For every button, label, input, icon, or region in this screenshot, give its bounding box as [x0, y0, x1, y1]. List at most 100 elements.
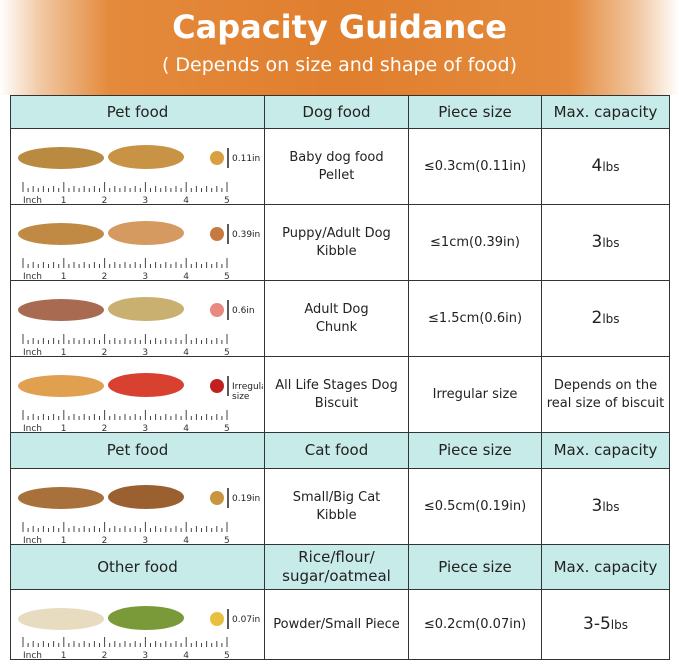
piece-size: Irregular size: [408, 356, 542, 433]
ruler-tick-label: 4: [183, 272, 189, 280]
food-piece: [210, 378, 224, 393]
ruler-tick-label: 5: [224, 348, 230, 356]
food-pile-1: [18, 607, 104, 630]
max-capacity: 2lbs: [541, 280, 670, 357]
header-c3: Piece size: [408, 432, 542, 469]
ruler-tick-label: 1: [61, 651, 67, 659]
capacity-value: 4: [591, 156, 603, 176]
title-banner: Capacity Guidance ( Depends on size and …: [0, 0, 679, 95]
capacity-value: 2: [591, 308, 603, 328]
header-c4: Max. capacity: [541, 544, 670, 590]
ruler-unit: Inch: [23, 272, 42, 280]
food-pile-1: [18, 298, 104, 321]
table-row: 0.11in Inch 1 2 3 4 5 Baby dog food Pellet ≤0.3cm…: [10, 128, 670, 205]
capacity-unit: lbs: [602, 312, 620, 326]
table-row: 0.39in Inch 1 2 3 4 5 Puppy/Adult Dog Kibble ≤1cm…: [10, 204, 670, 281]
capacity-unit: lbs: [602, 500, 620, 514]
max-capacity: 3-5lbs: [541, 589, 670, 660]
ruler-tick-label: 2: [102, 272, 108, 280]
capacity-value: 3-5: [583, 614, 611, 634]
section-header: Pet food Dog food Piece size Max. capacity: [10, 95, 670, 129]
food-pile-1: [18, 374, 104, 397]
ruler-unit: Inch: [23, 651, 42, 659]
food-image-cell: 0.6in Inch 1 2 3 4 5: [10, 280, 265, 357]
ruler-tick-label: 5: [224, 536, 230, 544]
max-capacity: Depends on the real size of biscuit: [541, 356, 670, 433]
ruler-tick-label: 2: [102, 536, 108, 544]
ruler-unit: Inch: [23, 424, 42, 432]
food-illustration: 0.6in Inch 1 2 3 4 5: [18, 296, 255, 356]
ruler-tick-label: 3: [142, 348, 148, 356]
food-pile-1: [18, 486, 104, 509]
food-piece: [210, 226, 224, 241]
food-pile-1: [18, 222, 104, 245]
ruler-tick-label: 3: [142, 536, 148, 544]
capacity-value: 3: [591, 496, 603, 516]
header-c1: Pet food: [10, 432, 265, 469]
header-c3: Piece size: [408, 544, 542, 590]
table-row: 0.6in Inch 1 2 3 4 5 Adult Dog Chunk ≤1.5cm(0.6in…: [10, 280, 670, 357]
food-pile-2: [108, 605, 184, 630]
food-image-cell: 0.11in Inch 1 2 3 4 5: [10, 128, 265, 205]
ruler-tick-label: 3: [142, 424, 148, 432]
ruler-tick-label: 1: [61, 196, 67, 204]
ruler-tick-label: 1: [61, 272, 67, 280]
header-c1: Pet food: [10, 95, 265, 129]
food-type: Puppy/Adult Dog Kibble: [264, 204, 409, 281]
capacity-table: Pet food Dog food Piece size Max. capacity 0…: [10, 95, 670, 660]
header-c1: Other food: [10, 544, 265, 590]
food-illustration: 0.11in Inch 1 2 3 4 5: [18, 144, 260, 204]
ruler-tick-label: 4: [183, 196, 189, 204]
food-type: Small/Big Cat Kibble: [264, 468, 409, 545]
piece-size: ≤0.5cm(0.19in): [408, 468, 542, 545]
ruler: Inch 1 2 3 4 5: [22, 257, 230, 280]
piece-size: ≤1cm(0.39in): [408, 204, 542, 281]
food-pile-2: [108, 296, 184, 321]
table-row: 0.07in Inch 1 2 3 4 5 Powder/Small Piece ≤0.2cm(…: [10, 589, 670, 660]
food-pile-2: [108, 220, 184, 245]
ruler-tick-label: 4: [183, 651, 189, 659]
piece-size: ≤0.2cm(0.07in): [408, 589, 542, 660]
capacity-unit: lbs: [602, 236, 620, 250]
ruler-tick-label: 2: [102, 348, 108, 356]
capacity-unit: lbs: [602, 160, 620, 174]
size-label: 0.11in: [232, 154, 260, 164]
section-header: Pet food Cat food Piece size Max. capacity: [10, 432, 670, 469]
food-illustration: 0.39in Inch 1 2 3 4 5: [18, 220, 260, 280]
ruler: Inch 1 2 3 4 5: [22, 409, 230, 432]
food-type: Adult Dog Chunk: [264, 280, 409, 357]
max-capacity: 3lbs: [541, 204, 670, 281]
ruler: Inch 1 2 3 4 5: [22, 521, 230, 544]
section-header: Other food Rice/flour/sugar/oatmeal Piece …: [10, 544, 670, 590]
max-capacity: 4lbs: [541, 128, 670, 205]
piece-size: ≤1.5cm(0.6in): [408, 280, 542, 357]
ruler: Inch 1 2 3 4 5: [22, 181, 230, 204]
size-label: 0.19in: [232, 494, 260, 504]
size-label: 0.6in: [232, 306, 255, 316]
food-piece: [210, 302, 224, 317]
food-pile-2: [108, 372, 184, 397]
ruler-tick-label: 3: [142, 651, 148, 659]
food-type: All Life Stages Dog Biscuit: [264, 356, 409, 433]
food-illustration: 0.19in Inch 1 2 3 4 5: [18, 484, 260, 544]
header-c2: Cat food: [264, 432, 409, 469]
capacity-value: 3: [591, 232, 603, 252]
food-type: Powder/Small Piece: [264, 589, 409, 660]
food-pile-2: [108, 144, 184, 169]
ruler-tick-label: 5: [224, 651, 230, 659]
ruler-tick-label: 3: [142, 196, 148, 204]
food-image-cell: 0.39in Inch 1 2 3 4 5: [10, 204, 265, 281]
capacity-unit: lbs: [610, 618, 628, 632]
food-pile-1: [18, 146, 104, 169]
ruler-tick-label: 4: [183, 424, 189, 432]
ruler-tick-label: 5: [224, 196, 230, 204]
food-piece: [210, 611, 224, 626]
header-c4: Max. capacity: [541, 95, 670, 129]
ruler-unit: Inch: [23, 536, 42, 544]
header-c3: Piece size: [408, 95, 542, 129]
table-row: 0.19in Inch 1 2 3 4 5 Small/Big Cat Kibble ≤0.5cm…: [10, 468, 670, 545]
ruler-tick-label: 4: [183, 536, 189, 544]
